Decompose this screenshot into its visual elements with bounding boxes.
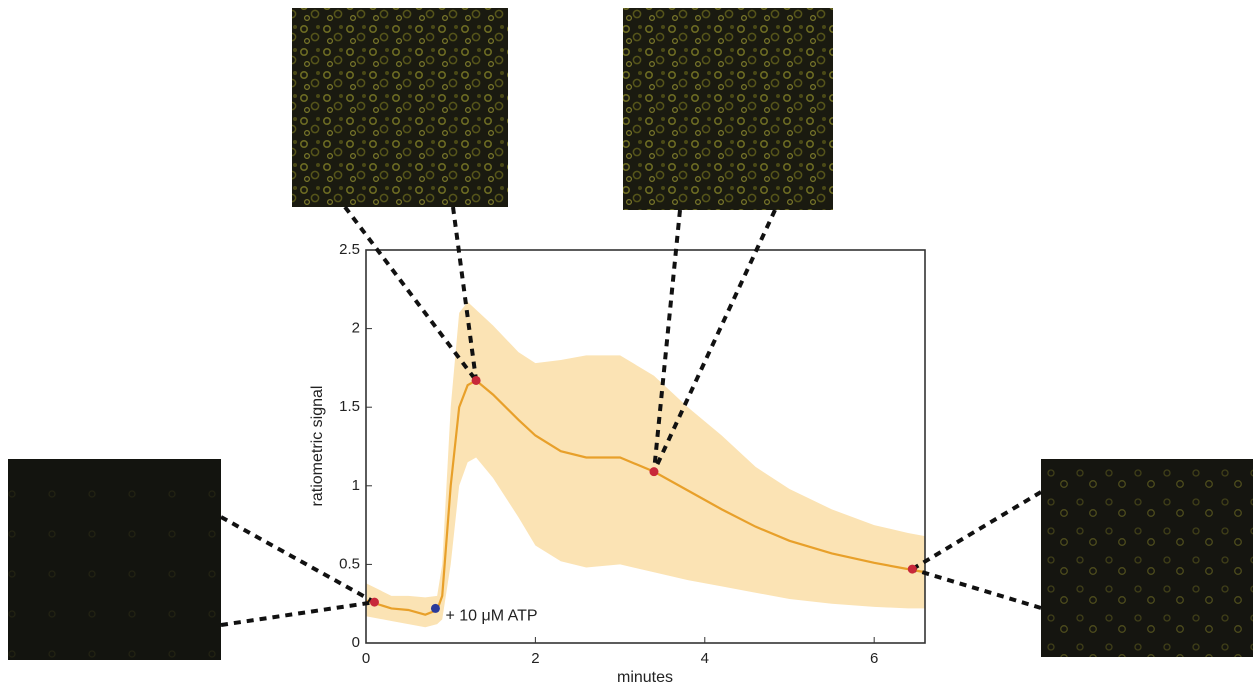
x-tick-label: 4: [701, 650, 709, 667]
micrograph: [1041, 459, 1253, 657]
axes-frame: [365, 249, 926, 644]
sd-band: [366, 301, 925, 628]
time-marker: [430, 603, 440, 613]
time-marker: [471, 375, 481, 385]
x-tick-label: 0: [362, 650, 370, 667]
connector: [220, 515, 376, 604]
annotation: + 10 μM ATP: [445, 608, 537, 625]
connector: [343, 205, 478, 382]
micrograph: [623, 8, 833, 210]
plot: 0 2 4 6 0 0.5 1 1.5 2 2.5: [339, 241, 926, 667]
connector: [652, 209, 777, 473]
y-tick-label: 2.5: [339, 241, 360, 258]
y-tick-label: 1: [352, 477, 360, 494]
connector: [651, 209, 682, 472]
connector: [911, 567, 1042, 610]
time-marker: [907, 564, 917, 574]
connector: [451, 206, 479, 381]
micrograph: [292, 8, 508, 207]
y-axis-label: ratiometric signal: [309, 386, 326, 507]
x-tick-label: 6: [870, 650, 878, 667]
x-tick-label: 2: [531, 650, 539, 667]
time-marker: [369, 597, 379, 607]
y-tick-label: 1.5: [339, 398, 360, 415]
y-tick-label: 2: [352, 320, 360, 337]
x-axis-label: minutes: [617, 669, 673, 686]
y-tick-label: 0: [352, 634, 360, 651]
micrograph: [8, 459, 221, 660]
connector: [911, 490, 1043, 571]
time-marker: [649, 467, 659, 477]
y-tick-label: 0.5: [339, 555, 360, 572]
connector: [220, 600, 375, 627]
